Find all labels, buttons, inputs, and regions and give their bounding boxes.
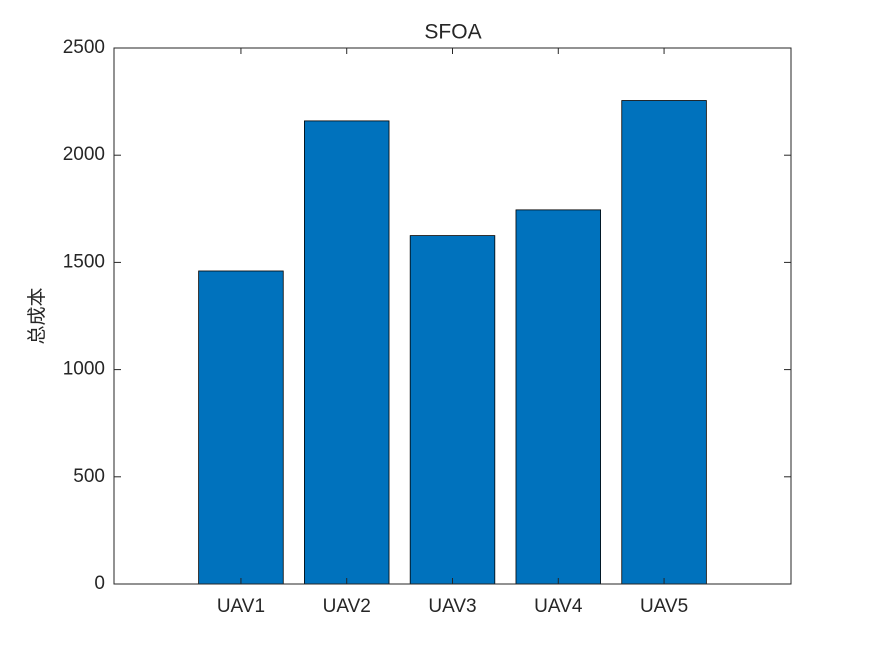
x-tick-label: UAV3 — [428, 596, 476, 617]
y-tick-label: 2500 — [63, 37, 105, 58]
bar — [304, 120, 390, 585]
x-tick-label: UAV2 — [323, 596, 371, 617]
y-tick-label: 0 — [94, 573, 105, 594]
bar — [515, 209, 601, 585]
chart-title: SFOA — [424, 21, 481, 44]
y-tick-label: 500 — [73, 466, 105, 487]
bar — [409, 235, 496, 585]
y-tick-label: 2000 — [63, 144, 105, 165]
y-tick-label: 1000 — [63, 359, 105, 380]
x-tick-label: UAV5 — [640, 596, 688, 617]
y-axis-label: 总成本 — [26, 287, 48, 344]
bar — [621, 100, 707, 585]
x-tick-label: UAV1 — [217, 596, 265, 617]
x-tick-label: UAV4 — [534, 596, 583, 617]
y-tick-label: 1500 — [63, 251, 105, 272]
bar — [198, 270, 284, 585]
plot-frame — [113, 47, 792, 585]
